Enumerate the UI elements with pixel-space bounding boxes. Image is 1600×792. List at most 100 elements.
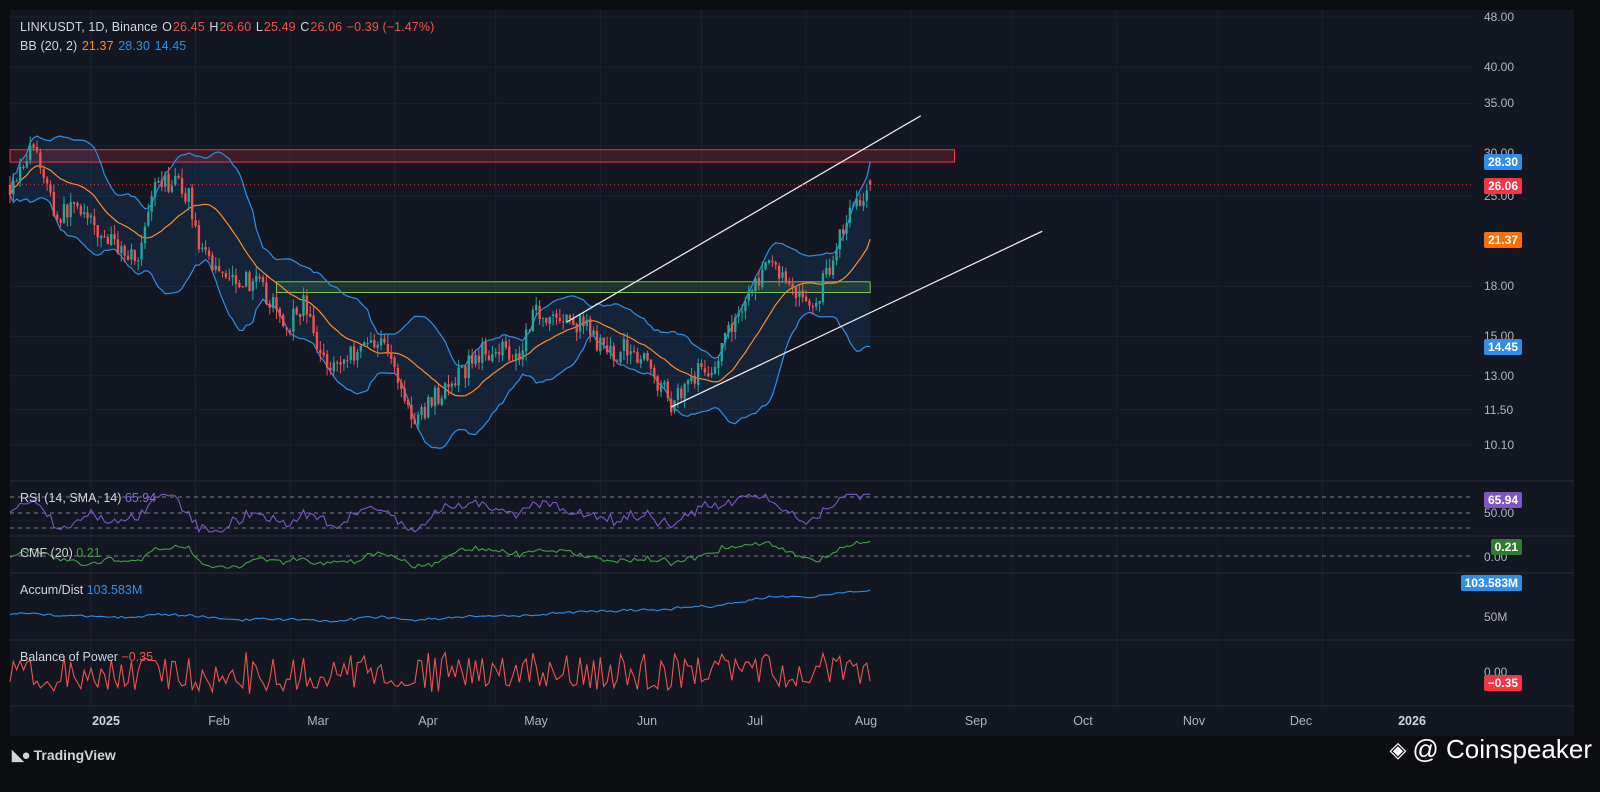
candle-body xyxy=(518,352,521,361)
candle xyxy=(784,267,788,285)
ad-value-tag: 103.583M xyxy=(1460,575,1522,591)
candle xyxy=(211,251,214,272)
candle xyxy=(96,225,99,247)
symbol-label[interactable]: LINKUSDT, 1D, Binance xyxy=(20,20,158,34)
bb-upper-value: 28.30 xyxy=(118,39,150,53)
candle-body xyxy=(656,376,659,391)
close-value: 26.06 xyxy=(310,20,343,34)
bb-lower-price-tag: 14.45 xyxy=(1483,339,1522,355)
candle xyxy=(329,361,332,375)
candle xyxy=(602,337,605,350)
bop-legend[interactable]: Balance of Power −0.35 xyxy=(20,650,154,664)
candle xyxy=(93,208,96,235)
candle xyxy=(767,259,771,265)
candle-body xyxy=(565,314,568,322)
candle-body xyxy=(103,236,106,238)
candle-body xyxy=(427,397,430,418)
candle xyxy=(848,199,852,228)
candle-body xyxy=(302,295,305,316)
candle xyxy=(423,402,427,421)
rsi-legend[interactable]: RSI (14, SMA, 14) 65.94 xyxy=(20,491,157,505)
candle xyxy=(656,374,659,397)
candle xyxy=(592,326,595,336)
candle xyxy=(332,356,336,376)
candle xyxy=(794,285,798,307)
candle xyxy=(467,349,470,387)
candle-body xyxy=(481,342,484,364)
candle xyxy=(619,350,622,365)
candle xyxy=(649,359,653,374)
tradingview-logo[interactable]: ◣● TradingView xyxy=(12,747,116,764)
cmf-legend[interactable]: CMF (20) 0.21 xyxy=(20,546,101,560)
candle-body xyxy=(605,345,609,353)
candle xyxy=(346,355,349,369)
candle-body xyxy=(541,318,545,320)
candle xyxy=(636,347,639,364)
candle xyxy=(137,257,140,271)
cmf-line xyxy=(9,540,871,569)
candle-body xyxy=(248,272,251,291)
ad-legend[interactable]: Accum/Dist 103.583M xyxy=(20,583,143,597)
bb-legend[interactable]: BB (20, 2) 21.37 28.30 14.45 xyxy=(20,39,187,53)
candle xyxy=(494,348,497,358)
candle xyxy=(217,258,221,273)
candle xyxy=(228,268,231,282)
candle-body xyxy=(59,219,62,223)
candle-body xyxy=(180,177,184,194)
candle xyxy=(52,184,56,217)
price-axis-tick: 11.50 xyxy=(1484,403,1514,417)
balance-of-power-line xyxy=(9,650,871,694)
candle-body xyxy=(45,178,49,184)
candle-body xyxy=(251,281,255,291)
candle-body xyxy=(133,250,136,262)
candle xyxy=(339,355,342,374)
candle xyxy=(680,385,683,401)
candle xyxy=(477,349,481,370)
candle xyxy=(693,370,696,389)
candle-body xyxy=(224,273,228,277)
candle-body xyxy=(815,302,818,307)
candle-body xyxy=(602,337,605,345)
candle xyxy=(845,214,848,241)
candle xyxy=(416,411,420,430)
candle-body xyxy=(747,290,750,301)
candle-body xyxy=(69,202,72,217)
candle-body xyxy=(163,174,167,187)
candle-body xyxy=(626,339,629,356)
candle xyxy=(231,265,234,286)
candle-body xyxy=(788,280,791,284)
candle xyxy=(143,222,147,250)
candle xyxy=(113,225,116,245)
candle-body xyxy=(460,367,464,369)
candle-body xyxy=(831,260,835,276)
candle xyxy=(369,331,373,344)
bb-label: BB (20, 2) xyxy=(20,39,78,53)
candle xyxy=(234,268,238,294)
candle-body xyxy=(153,182,157,197)
candle-body xyxy=(62,203,66,224)
candle xyxy=(535,296,538,317)
candle-body xyxy=(29,145,32,161)
candle-body xyxy=(288,330,292,333)
candle-body xyxy=(717,360,720,368)
candle xyxy=(309,305,312,318)
candle-body xyxy=(271,296,275,309)
candle xyxy=(437,384,440,406)
candle xyxy=(599,334,602,355)
candle-body xyxy=(379,338,383,346)
candle xyxy=(393,355,396,375)
candle xyxy=(140,234,143,266)
candle xyxy=(811,303,815,315)
candle-body xyxy=(676,388,680,400)
candle-body xyxy=(508,346,511,360)
resistance-zone xyxy=(9,149,956,163)
candle xyxy=(261,274,265,287)
candle xyxy=(201,242,204,253)
candle-body xyxy=(228,277,231,279)
candle xyxy=(616,359,619,362)
candle-body xyxy=(150,196,153,212)
candle xyxy=(757,270,761,291)
candle xyxy=(177,173,180,180)
candle xyxy=(497,343,501,363)
